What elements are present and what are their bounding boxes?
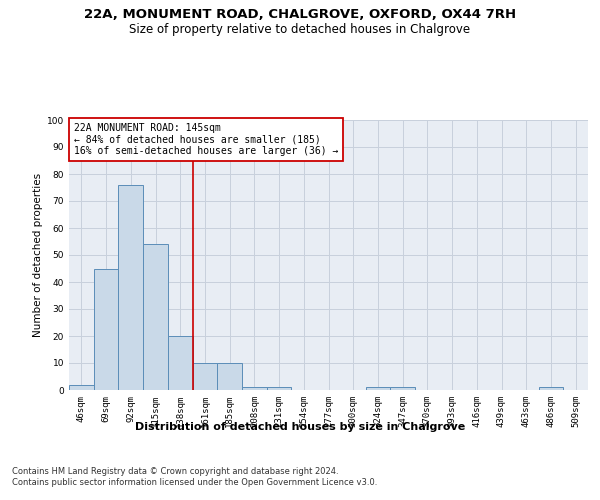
Bar (168, 336, 193, 390)
Text: 22A MONUMENT ROAD: 145sqm
← 84% of detached houses are smaller (185)
16% of semi: 22A MONUMENT ROAD: 145sqm ← 84% of detac… (74, 122, 338, 156)
Bar (242, 388, 267, 390)
Bar (118, 185, 143, 390)
Text: Size of property relative to detached houses in Chalgrove: Size of property relative to detached ho… (130, 22, 470, 36)
Text: Distribution of detached houses by size in Chalgrove: Distribution of detached houses by size … (135, 422, 465, 432)
Text: 22A, MONUMENT ROAD, CHALGROVE, OXFORD, OX44 7RH: 22A, MONUMENT ROAD, CHALGROVE, OXFORD, O… (84, 8, 516, 20)
Text: Contains HM Land Registry data © Crown copyright and database right 2024.
Contai: Contains HM Land Registry data © Crown c… (12, 468, 377, 487)
Bar (539, 388, 563, 390)
Bar (390, 388, 415, 390)
Bar (94, 268, 118, 390)
Bar (69, 384, 94, 390)
Bar (143, 244, 168, 390)
Bar (193, 363, 217, 390)
Bar (365, 388, 390, 390)
Y-axis label: Number of detached properties: Number of detached properties (33, 173, 43, 337)
Bar (267, 388, 292, 390)
Bar (217, 363, 242, 390)
